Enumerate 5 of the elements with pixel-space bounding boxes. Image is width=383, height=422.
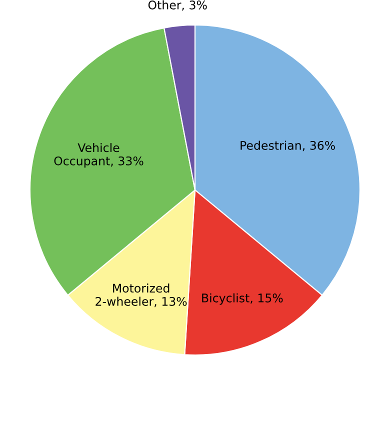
slice-label: Other, 3% [148,0,207,11]
slice-label: Motorized 2-wheeler, 13% [96,284,187,308]
slice-label: Bicyclist, 15% [202,293,283,305]
slice-label: Pedestrian, 36% [240,140,335,152]
slice-label: Vehicle Occupant, 33% [54,143,144,168]
